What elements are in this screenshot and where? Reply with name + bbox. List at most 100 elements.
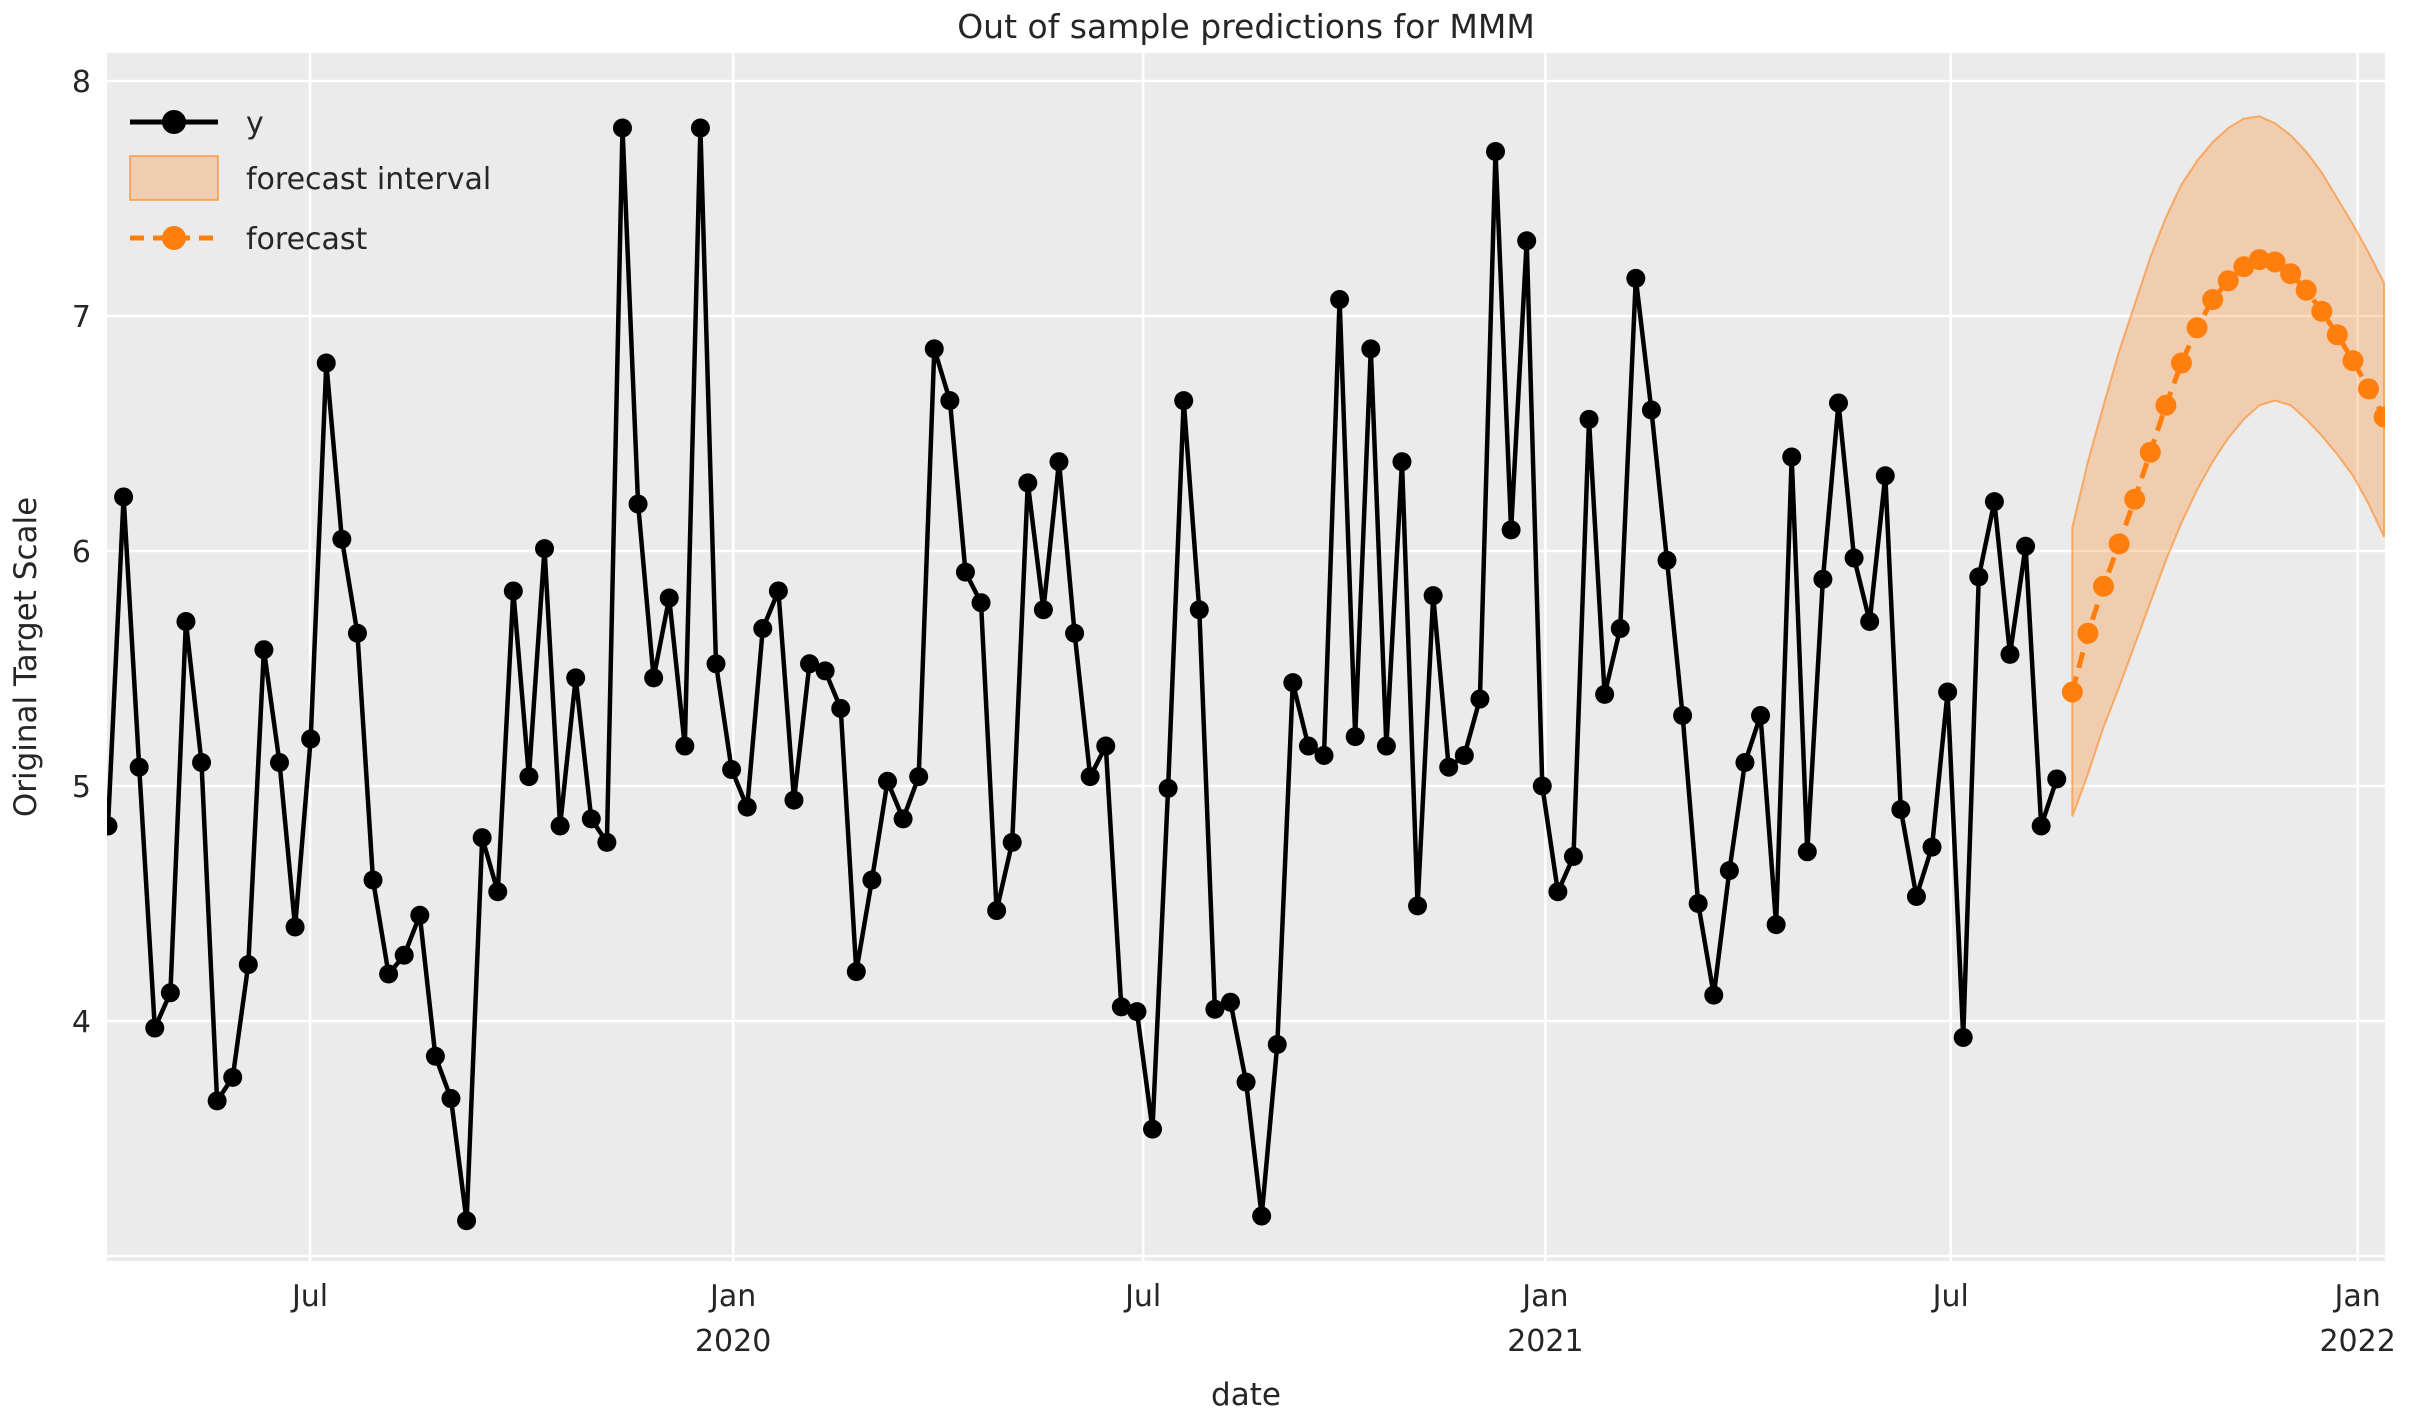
forecast-markers [2061,249,2385,703]
data-point-y [1969,567,1989,587]
data-point-y [1938,682,1958,702]
data-point-y [503,581,523,601]
data-point-y [1735,753,1755,772]
data-point-y [1189,600,1209,620]
data-point-forecast [2093,575,2115,597]
data-point-y [690,118,710,138]
x-axis-ticks: Jul Jan 2020 Jul Jan 2021 Jul Jan 2022 [290,1279,2396,1359]
data-point-y [1688,894,1708,913]
data-point-forecast [2108,533,2130,555]
data-point-forecast [2139,441,2161,463]
data-point-y [160,983,180,1003]
data-point-y [1501,520,1521,540]
data-point-y [114,487,134,507]
data-point-y [1641,400,1661,420]
data-point-y [1283,673,1303,693]
data-point-y [1220,992,1240,1012]
data-point-y [363,870,383,890]
legend-item-forecast-interval: forecast interval [129,155,491,201]
x-tick-label: Jan [1520,1279,1568,1314]
data-point-y [1127,1002,1147,1022]
data-point-y [784,790,804,810]
y-axis-ticks: 8 7 6 5 4 [72,65,91,1040]
data-point-y [472,828,492,848]
data-point-y [1439,757,1459,777]
data-point-y [1423,586,1443,606]
data-point-y [1657,550,1677,570]
data-point-y [1267,1035,1287,1054]
data-point-y [737,797,757,817]
y-marker-icon [162,110,186,134]
legend-label-forecast: forecast [246,222,368,257]
data-point-y [1922,837,1942,857]
data-point-y [846,962,866,982]
data-point-y [1517,231,1537,251]
y-tick-label: 8 [72,65,91,100]
observed-line [107,127,2059,1222]
data-point-y [628,494,648,514]
data-point-y [612,118,632,138]
data-point-forecast [2326,324,2348,346]
data-point-forecast [2124,488,2146,510]
data-point-y [1563,847,1583,866]
data-point-y [129,757,149,777]
forecast-marker-icon [162,226,186,250]
data-point-y [238,955,258,975]
data-point-y [1595,684,1615,704]
observed-markers [107,118,2067,1231]
data-point-y [176,612,196,631]
data-point-y [581,809,601,829]
data-point-y [1454,745,1474,765]
data-point-y [987,901,1007,921]
data-point-y [1408,896,1428,916]
data-point-y [2031,816,2051,836]
data-point-y [488,882,508,902]
data-point-y [1782,447,1802,467]
data-point-y [753,619,773,639]
data-point-y [1532,776,1552,796]
data-point-y [254,640,274,660]
data-point-y [347,623,367,643]
data-point-forecast [2170,352,2192,374]
data-point-forecast [2264,251,2286,273]
data-point-y [1174,391,1194,411]
data-point-y [862,870,882,890]
legend-item-forecast: forecast [130,222,368,257]
data-point-y [909,767,929,787]
data-point-y [1330,290,1350,310]
data-point-y [878,771,897,791]
data-point-y [1953,1027,1973,1047]
data-point-y [1704,985,1724,1005]
data-point-y [2047,769,2067,789]
legend-label-forecast-interval: forecast interval [246,162,491,197]
data-point-y [1314,745,1334,765]
x-tick-year-label: 2021 [1507,1324,1583,1359]
data-point-y [1018,473,1038,493]
x-tick-label: Jan [708,1279,756,1314]
data-point-y [207,1091,227,1111]
data-point-forecast [2217,270,2239,292]
data-point-y [597,832,617,852]
data-point-y [1626,268,1646,288]
data-point-y [441,1089,461,1109]
gridlines [107,53,2385,1261]
data-point-y [924,339,944,359]
data-point-forecast [2155,394,2177,416]
data-point-y [768,581,788,601]
x-tick-label: Jan [2333,1279,2381,1314]
data-point-y [1844,548,1864,568]
data-point-y [1766,915,1786,935]
data-point-y [1236,1072,1256,1092]
data-point-y [1361,339,1381,359]
y-tick-label: 7 [72,300,91,335]
data-point-y [940,391,960,411]
data-point-forecast [2202,289,2224,311]
data-point-y [1751,706,1771,725]
y-tick-label: 6 [72,535,91,570]
data-point-y [1205,999,1225,1019]
data-point-y [2000,644,2020,664]
y-tick-label: 5 [72,770,91,805]
data-point-y [659,588,679,608]
data-point-y [2016,536,2036,556]
